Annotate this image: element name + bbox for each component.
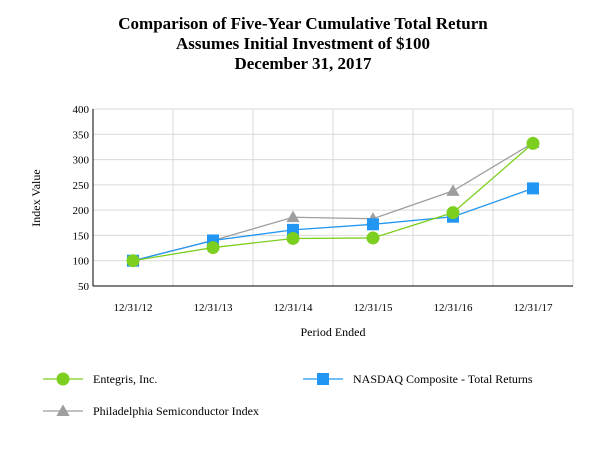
y-tick-label: 350 — [73, 129, 90, 141]
y-tick-label: 100 — [73, 256, 90, 268]
y-tick-label: 250 — [73, 180, 90, 192]
chart-title-block: Comparison of Five-Year Cumulative Total… — [0, 14, 606, 74]
series-line — [132, 142, 534, 262]
data-point — [286, 231, 300, 245]
data-point — [446, 206, 460, 220]
x-axis-label: Period Ended — [301, 325, 366, 339]
x-tick-label: 12/31/14 — [273, 302, 313, 314]
legend-item: Entegris, Inc. — [43, 372, 157, 386]
data-point — [527, 182, 539, 195]
x-tick-label: 12/31/16 — [433, 302, 473, 314]
data-point — [446, 184, 460, 196]
legend-item: NASDAQ Composite - Total Returns — [303, 372, 533, 386]
data-point — [286, 210, 300, 223]
legend-label: Philadelphia Semiconductor Index — [93, 404, 259, 418]
x-tick-label: 12/31/17 — [513, 302, 553, 314]
x-axis-ticks: 12/31/12 12/31/13 12/31/14 12/31/15 12/31/16… — [113, 302, 553, 314]
y-tick-label: 150 — [73, 230, 90, 242]
x-tick-label: 12/31/13 — [193, 302, 233, 314]
legend-label: Entegris, Inc. — [93, 372, 157, 386]
y-axis-label: Index Value — [29, 169, 43, 226]
legend-marker — [56, 372, 70, 386]
legend: Entegris, Inc. NASDAQ Composite - Total R… — [43, 372, 533, 418]
x-tick-label: 12/31/15 — [353, 302, 393, 314]
y-tick-label: 300 — [73, 155, 90, 167]
data-point — [526, 136, 540, 150]
chart-subtitle: Assumes Initial Investment of $100 — [175, 34, 431, 53]
y-tick-label: 400 — [73, 104, 90, 116]
y-axis-ticks: 50 100 150 200 250 300 350 400 — [73, 104, 90, 293]
series-circle — [126, 136, 540, 268]
grid-lines — [92, 108, 574, 287]
x-tick-label: 12/31/12 — [113, 302, 152, 314]
legend-label: NASDAQ Composite - Total Returns — [353, 372, 533, 386]
data-point — [206, 241, 220, 255]
chart-date: December 31, 2017 — [234, 54, 372, 73]
series-line — [132, 187, 534, 262]
data-point — [126, 254, 140, 268]
data-point — [367, 218, 379, 231]
y-tick-label: 50 — [78, 281, 90, 293]
legend-marker — [317, 373, 329, 385]
legend-item: Philadelphia Semiconductor Index — [43, 404, 259, 418]
chart-title: Comparison of Five-Year Cumulative Total… — [118, 14, 488, 33]
series-group — [126, 136, 540, 268]
y-tick-label: 200 — [73, 205, 90, 217]
data-point — [366, 231, 380, 245]
legend-marker — [56, 404, 70, 416]
